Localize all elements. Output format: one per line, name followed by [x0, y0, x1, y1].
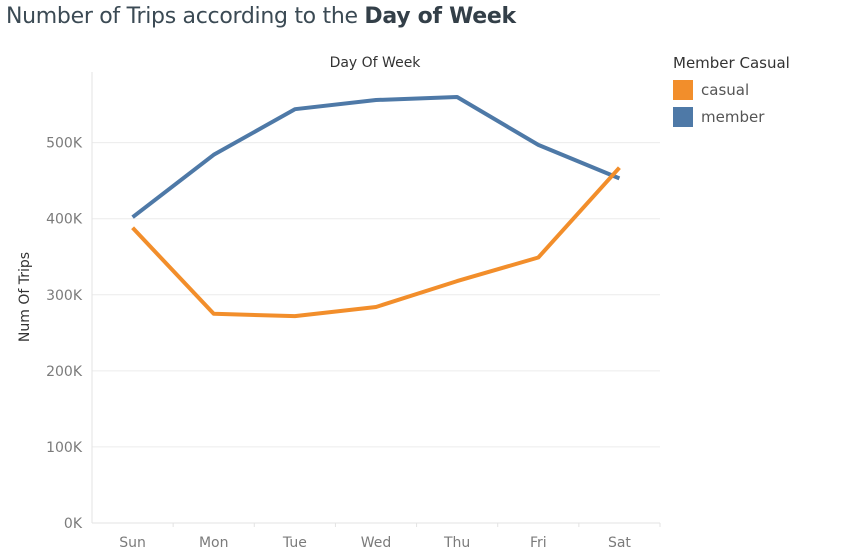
legend-label: casual — [701, 80, 750, 99]
y-tick-labels: 0K 100K 200K 300K 400K 500K — [46, 136, 83, 532]
legend-item-casual[interactable]: casual — [673, 76, 853, 103]
y-axis-title: Num Of Trips — [17, 252, 33, 342]
legend-swatch — [673, 79, 693, 100]
series-line-casual — [131, 166, 621, 319]
x-tick-label: Thu — [443, 535, 470, 551]
y-tick-label: 100K — [46, 440, 83, 456]
x-tick-label: Wed — [361, 535, 392, 551]
column-header: Day Of Week — [330, 55, 422, 71]
y-tick-label: 500K — [46, 136, 83, 152]
chart-title: Number of Trips according to the Day of … — [6, 4, 516, 29]
legend-swatch — [673, 106, 693, 127]
y-tick-label: 200K — [46, 364, 83, 380]
legend-item-member[interactable]: member — [673, 103, 853, 130]
x-tick-label: Fri — [530, 535, 547, 551]
x-tick-labels: Sun Mon Tue Wed Thu Fri Sat — [119, 523, 661, 551]
y-tick-label: 400K — [46, 212, 83, 228]
series-line-member — [131, 95, 621, 219]
x-tick-label: Sun — [119, 535, 146, 551]
legend-title: Member Casual — [673, 54, 790, 72]
x-tick-label: Mon — [199, 535, 229, 551]
x-tick-label: Sat — [608, 535, 631, 551]
series-lines — [131, 95, 621, 319]
chart-title-emphasis: Day of Week — [364, 4, 516, 29]
legend: Member Casual casual member — [673, 54, 853, 130]
chart-title-prefix: Number of Trips according to the — [6, 4, 365, 29]
y-tick-label: 0K — [64, 516, 83, 532]
grid-lines — [92, 142, 660, 448]
axes — [91, 72, 660, 524]
legend-items: casual member — [673, 76, 853, 130]
y-tick-label: 300K — [46, 288, 83, 304]
x-tick-label: Tue — [282, 535, 307, 551]
legend-label: member — [701, 107, 765, 126]
